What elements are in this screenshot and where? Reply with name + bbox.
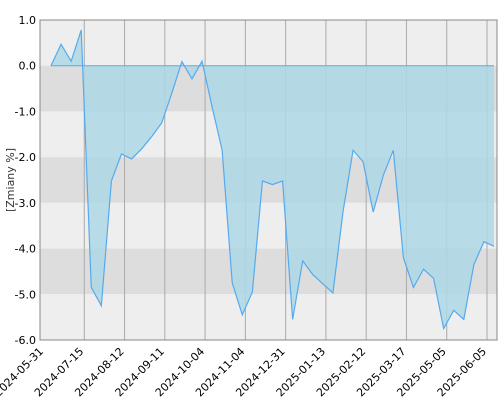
y-axis: 1.0 0.0 -1.0 -2.0 -3.0 -4.0 -5.0 -6.0 — [15, 14, 36, 347]
plot-frame — [39, 19, 498, 341]
y-tick-label: -3.0 — [15, 197, 36, 210]
y-tick-label: 1.0 — [19, 14, 37, 27]
y-tick-label: -6.0 — [15, 334, 36, 347]
y-tick-label: 0.0 — [19, 60, 37, 73]
y-axis-title: [Zmiany %] — [4, 148, 17, 212]
plot-band — [40, 20, 497, 66]
plot-band — [40, 294, 497, 340]
y-tick-label: -1.0 — [15, 105, 36, 118]
y-tick-label: -5.0 — [15, 288, 36, 301]
y-tick-label: -2.0 — [15, 151, 36, 164]
y-tick-label: -4.0 — [15, 243, 36, 256]
series-line — [50, 29, 495, 331]
series-area — [51, 30, 494, 329]
x-axis: 2024-05-312024-07-152024-08-122024-09-11… — [0, 345, 489, 399]
